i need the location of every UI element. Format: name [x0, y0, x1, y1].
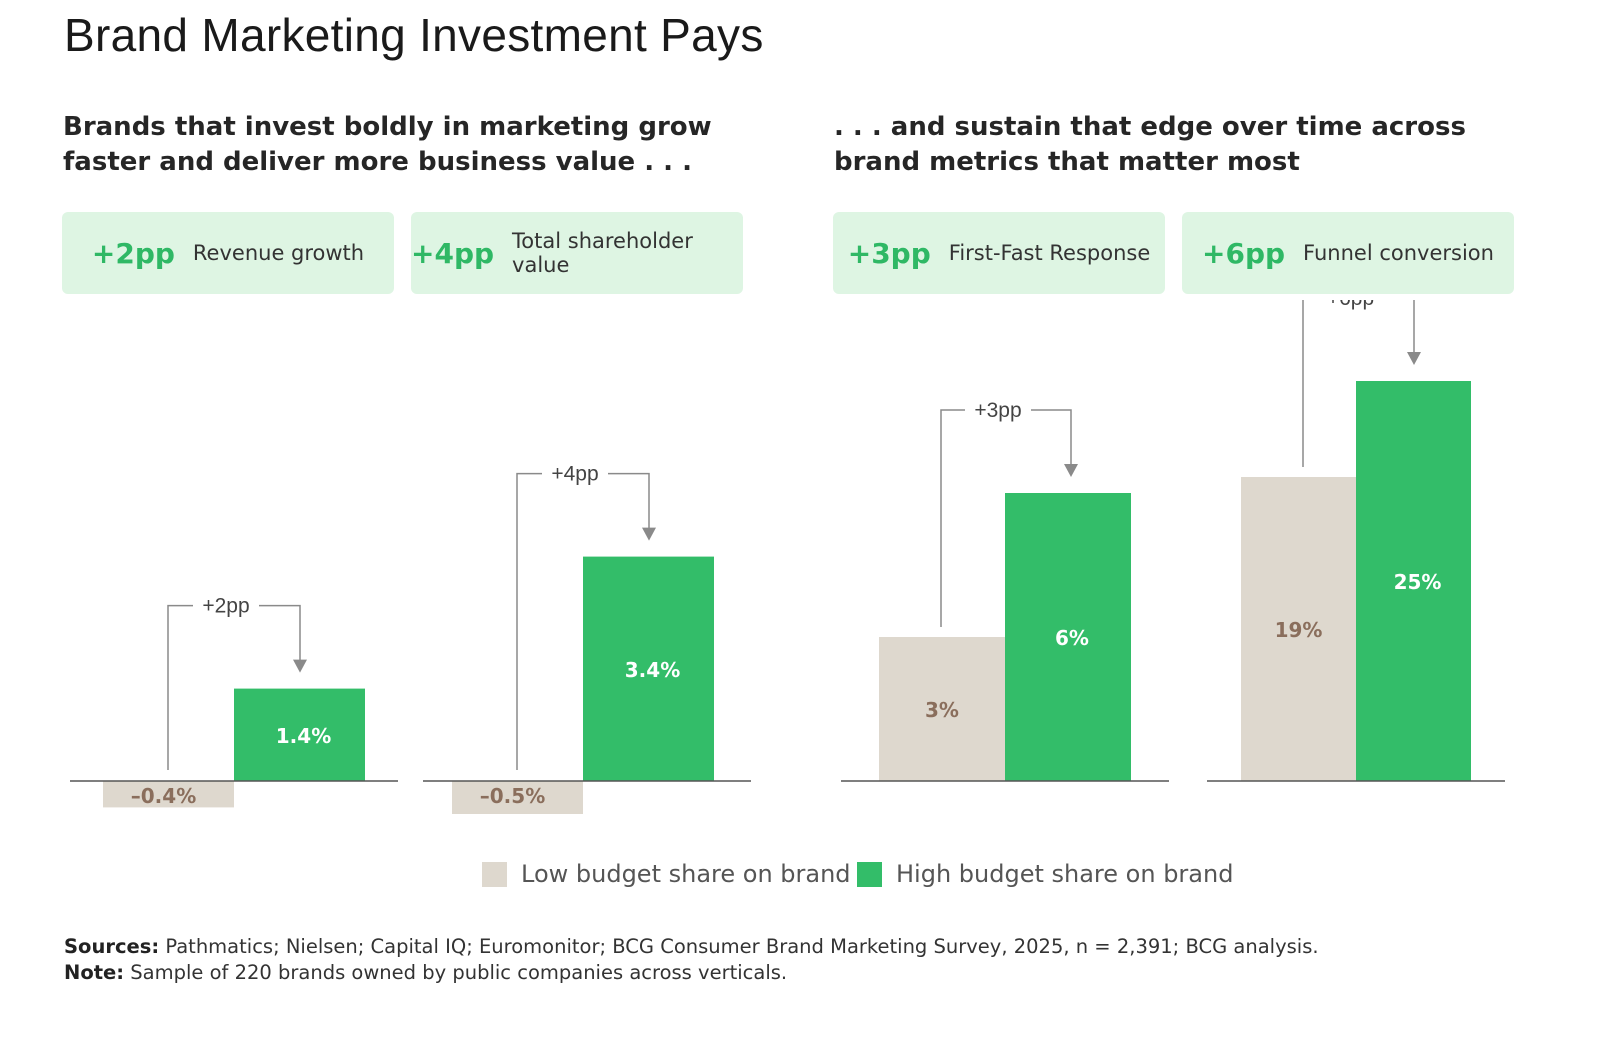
delta-bracket-left	[516, 472, 542, 770]
legend-low-swatch	[482, 861, 507, 887]
card-label: First-Fast Response	[948, 241, 1151, 265]
bar-low	[879, 637, 1005, 781]
delta-arrowhead	[1064, 464, 1078, 477]
card-pp-value: +6pp	[1202, 236, 1286, 270]
right-subtitle: . . . and sustain that edge over time ac…	[834, 112, 1466, 177]
card-label: Funnel conversion	[1303, 241, 1494, 265]
legend-high-swatch	[857, 861, 882, 887]
note-label: Note:	[64, 961, 125, 984]
note-line: Note: Sample of 220 brands owned by publ…	[64, 960, 1319, 986]
legend-high: High budget share on brand	[857, 860, 1233, 888]
card-revenue-growth: +2pp Revenue growth	[62, 212, 394, 294]
note-text: Sample of 220 brands owned by public com…	[130, 961, 788, 984]
card-first-fast-response: +3pp First-Fast Response	[833, 212, 1165, 294]
left-subtitle: Brands that invest boldly in marketing g…	[63, 112, 712, 177]
delta-bracket-right	[1031, 409, 1072, 465]
delta-label: +6pp	[1327, 300, 1374, 310]
bar-high	[1005, 493, 1131, 781]
card-label: Total shareholder value	[512, 229, 693, 277]
card-shareholder-value: +4pp Total shareholder value	[411, 212, 743, 294]
value-label-high: 6%	[1055, 626, 1089, 650]
legend-high-label: High budget share on brand	[896, 860, 1234, 888]
bar-low	[103, 781, 234, 808]
value-label-high: 1.4%	[276, 724, 331, 748]
delta-label: +3pp	[974, 399, 1021, 422]
footnotes: Sources: Pathmatics; Nielsen; Capital IQ…	[64, 934, 1319, 986]
value-label-low: 3%	[925, 698, 959, 722]
page-title: Brand Marketing Investment Pays	[64, 9, 764, 61]
legend-low-label: Low budget share on brand	[521, 860, 851, 888]
delta-bracket-right	[608, 472, 650, 529]
bar-low	[452, 781, 583, 814]
value-label-low: 19%	[1275, 618, 1323, 642]
delta-arrowhead	[1407, 352, 1421, 365]
sources-text: Pathmatics; Nielsen; Capital IQ; Euromon…	[165, 935, 1319, 958]
sources-label: Sources:	[64, 935, 160, 958]
card-label: Revenue growth	[192, 241, 365, 265]
delta-bracket-left	[167, 604, 193, 770]
bar-high	[1356, 381, 1471, 781]
value-label-high: 3.4%	[625, 658, 680, 682]
delta-arrowhead	[642, 527, 656, 541]
sources-line: Sources: Pathmatics; Nielsen; Capital IQ…	[64, 934, 1319, 960]
bar-high	[234, 688, 365, 781]
delta-bracket-left	[940, 409, 965, 627]
card-pp-value: +2pp	[91, 236, 175, 270]
delta-bracket-right	[259, 604, 301, 661]
card-pp-value: +3pp	[847, 236, 931, 270]
value-label-high: 25%	[1394, 570, 1442, 594]
bar-charts: –0.4% 1.4% +2pp –0.5% 3.4% +4pp 3% 6% +3pp 19% 25%…	[70, 300, 1505, 814]
card-pp-value: +4pp	[411, 236, 495, 270]
bar-high	[583, 556, 714, 781]
delta-label: +2pp	[202, 595, 249, 618]
legend-low: Low budget share on brand	[482, 860, 851, 888]
bar-low	[1241, 477, 1356, 781]
delta-label: +4pp	[551, 463, 598, 486]
delta-bracket-right	[1413, 300, 1415, 353]
delta-arrowhead	[293, 659, 307, 673]
value-label-low: –0.4%	[131, 784, 196, 808]
card-funnel-conversion: +6pp Funnel conversion	[1182, 212, 1514, 294]
delta-bracket-left	[1302, 300, 1304, 467]
value-label-low: –0.5%	[480, 784, 545, 808]
